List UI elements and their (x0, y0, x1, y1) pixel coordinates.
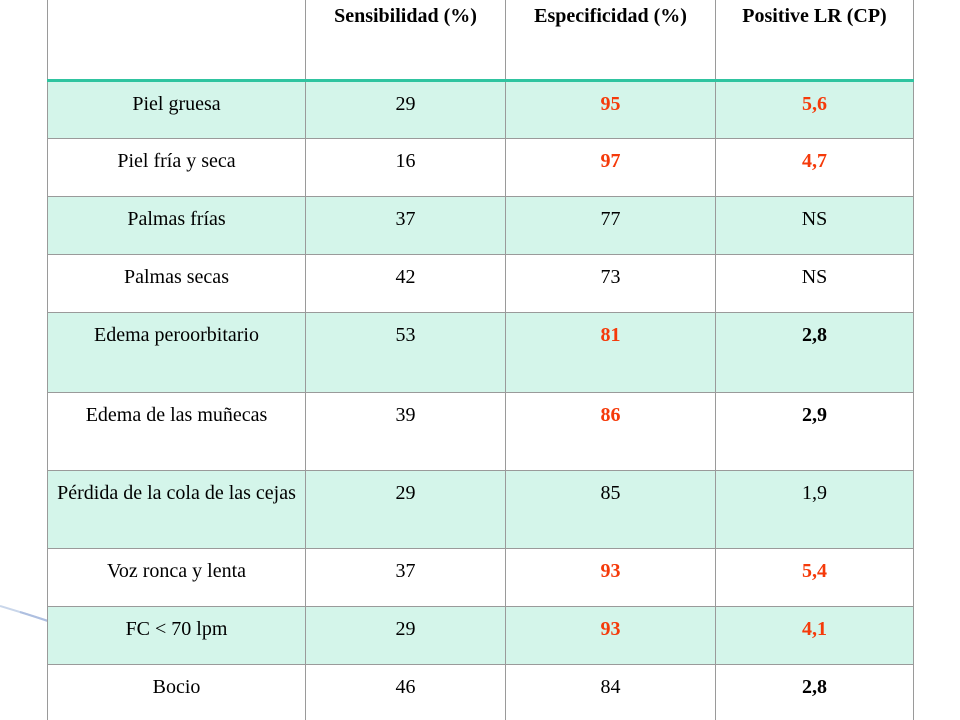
sign-cell: Voz ronca y lenta (47, 548, 306, 607)
specificity-cell: 84 (505, 664, 716, 720)
lr-cell: NS (715, 196, 914, 255)
specificity-cell: 93 (505, 548, 716, 607)
table-row: Voz ronca y lenta 37 93 5,4 (47, 548, 914, 607)
sign-cell: Piel fría y seca (47, 138, 306, 197)
table-row: Edema peroorbitario 53 81 2,8 (47, 312, 914, 393)
header-especificidad: Especificidad (%) (505, 0, 716, 82)
sensitivity-cell: 29 (305, 470, 506, 549)
table-row: Piel gruesa 29 95 5,6 (47, 80, 914, 139)
lr-cell: 4,1 (715, 606, 914, 665)
sign-cell: FC < 70 lpm (47, 606, 306, 665)
lr-cell: 4,7 (715, 138, 914, 197)
specificity-cell: 86 (505, 392, 716, 471)
sensitivity-cell: 29 (305, 80, 506, 139)
sensitivity-cell: 53 (305, 312, 506, 393)
table-row: Edema de las muñecas 39 86 2,9 (47, 392, 914, 471)
sign-cell: Edema de las muñecas (47, 392, 306, 471)
sign-cell: Pérdida de la cola de las cejas (47, 470, 306, 549)
table-row: Palmas secas 42 73 NS (47, 254, 914, 313)
lr-cell: 2,8 (715, 312, 914, 393)
table-row: Palmas frías 37 77 NS (47, 196, 914, 255)
lr-cell: 5,4 (715, 548, 914, 607)
specificity-cell: 81 (505, 312, 716, 393)
specificity-cell: 97 (505, 138, 716, 197)
sign-cell: Edema peroorbitario (47, 312, 306, 393)
lr-cell: NS (715, 254, 914, 313)
specificity-cell: 85 (505, 470, 716, 549)
sensitivity-cell: 37 (305, 548, 506, 607)
thyroid-signs-table: Sensibilidad (%) Especificidad (%) Posit… (47, 0, 914, 720)
sign-cell: Palmas frías (47, 196, 306, 255)
sensitivity-cell: 42 (305, 254, 506, 313)
header-empty (47, 0, 306, 82)
specificity-cell: 93 (505, 606, 716, 665)
table-row: Bocio 46 84 2,8 (47, 664, 914, 720)
header-row: Sensibilidad (%) Especificidad (%) Posit… (47, 0, 914, 82)
sign-cell: Bocio (47, 664, 306, 720)
sign-cell: Palmas secas (47, 254, 306, 313)
sign-cell: Piel gruesa (47, 80, 306, 139)
specificity-cell: 73 (505, 254, 716, 313)
table-row: Piel fría y seca 16 97 4,7 (47, 138, 914, 197)
sensitivity-cell: 37 (305, 196, 506, 255)
specificity-cell: 95 (505, 80, 716, 139)
lr-cell: 2,8 (715, 664, 914, 720)
specificity-cell: 77 (505, 196, 716, 255)
sensitivity-cell: 39 (305, 392, 506, 471)
sensitivity-cell: 46 (305, 664, 506, 720)
table-row: Pérdida de la cola de las cejas 29 85 1,… (47, 470, 914, 549)
lr-cell: 5,6 (715, 80, 914, 139)
table-row: FC < 70 lpm 29 93 4,1 (47, 606, 914, 665)
header-sensibilidad: Sensibilidad (%) (305, 0, 506, 82)
sensitivity-cell: 16 (305, 138, 506, 197)
header-positive-lr: Positive LR (CP) (715, 0, 914, 82)
lr-cell: 1,9 (715, 470, 914, 549)
lr-cell: 2,9 (715, 392, 914, 471)
sensitivity-cell: 29 (305, 606, 506, 665)
